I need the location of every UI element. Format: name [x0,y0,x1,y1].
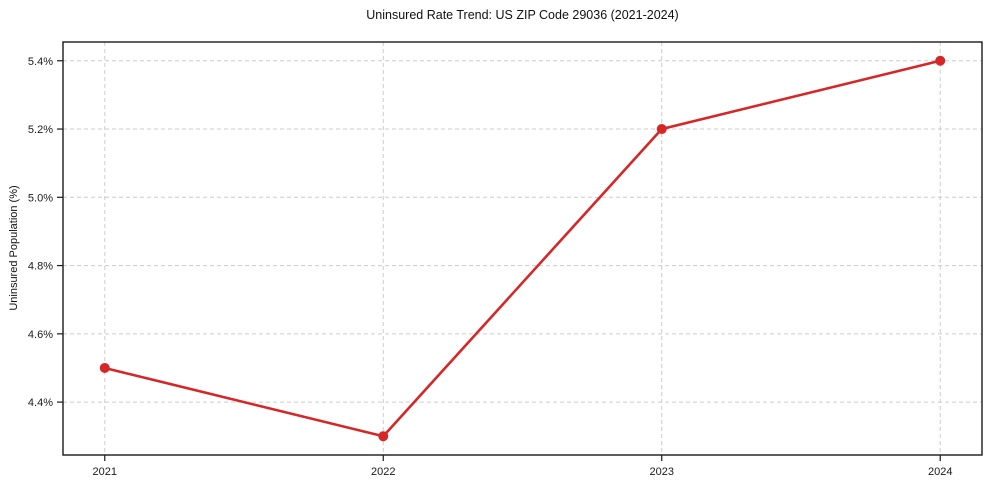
chart-title: Uninsured Rate Trend: US ZIP Code 29036 … [366,8,679,22]
x-tick-label: 2023 [650,466,674,478]
data-point-2023 [656,124,667,135]
x-tick-label: 2022 [371,466,395,478]
data-point-2024 [935,55,946,66]
plot-border [62,41,983,456]
y-tick-label: 5.2% [28,124,53,136]
y-tick-label: 4.4% [28,397,53,409]
y-tick-label: 4.6% [28,329,53,341]
trend-line [103,59,942,438]
data-point-2022 [378,431,389,442]
y-tick-label: 5.0% [28,192,53,204]
y-tick-label: 5.4% [28,56,53,68]
x-tick-label: 2024 [928,466,952,478]
y-tick-label: 4.8% [28,261,53,273]
data-point-2021 [99,362,110,373]
x-tick-label: 2021 [93,466,117,478]
